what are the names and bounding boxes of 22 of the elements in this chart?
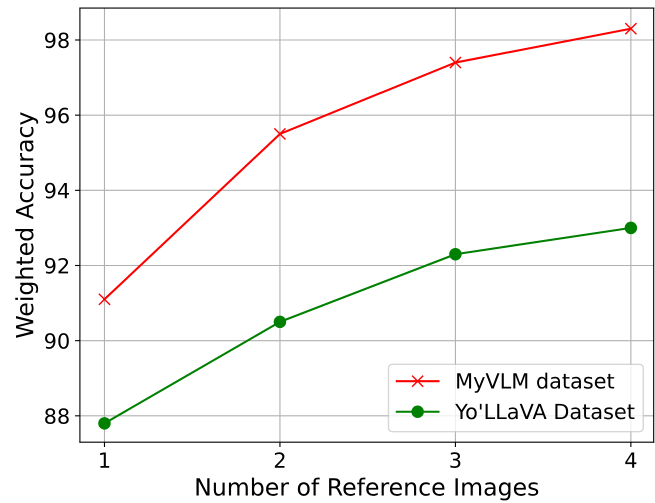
y-tick-label: 92	[44, 258, 68, 274]
point	[449, 248, 462, 260]
y-tick-label: 90	[44, 333, 69, 349]
x-tick-label: 1	[100, 452, 110, 468]
point	[274, 128, 286, 140]
y-tick-label: 96	[44, 108, 69, 124]
y-tick-label: 88	[45, 408, 69, 424]
x-axis-title: Number of Reference Images	[196, 478, 538, 500]
x-tick-label: 4	[625, 452, 636, 468]
x-tick-label: 3	[450, 452, 460, 468]
legend-label: Yo'LLaVA Dataset	[455, 404, 634, 420]
point	[98, 417, 111, 430]
legend-label: MyVLM dataset	[457, 372, 614, 393]
point	[624, 222, 638, 234]
point	[98, 293, 111, 306]
y-tick-label: 94	[44, 182, 70, 199]
point	[624, 22, 638, 35]
y-tick-label: 98	[44, 32, 69, 48]
point	[449, 56, 462, 69]
y-axis-title: Weighted Accuracy	[15, 112, 38, 338]
x-tick-label: 2	[274, 452, 284, 468]
point	[274, 316, 286, 328]
